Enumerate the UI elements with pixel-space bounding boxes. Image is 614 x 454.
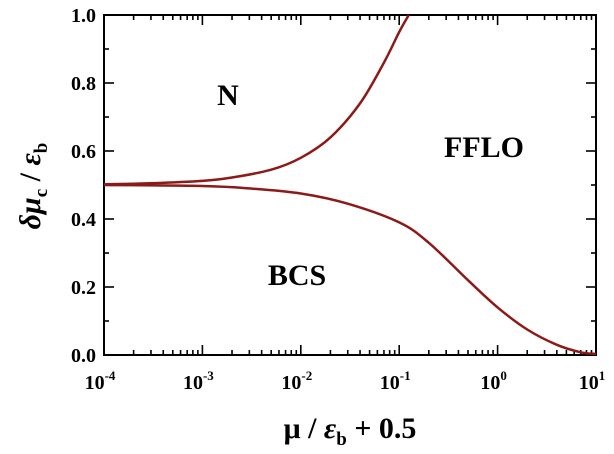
y-tick-label: 1.0 [71, 5, 96, 27]
y-tick-label: 0.0 [71, 345, 96, 367]
lower-boundary-curve [104, 185, 596, 354]
plot-area [104, 15, 596, 355]
x-tick-label: 10-1 [380, 368, 411, 394]
y-tick-label: 0.8 [71, 73, 96, 95]
region-label-bcs: BCS [268, 259, 326, 292]
upper-boundary-curve [104, 15, 409, 184]
x-tick-label: 10-4 [85, 368, 116, 394]
x-tick-label: 10-3 [183, 368, 214, 394]
tick-labels: 10-4 10-3 10-2 10-1 100 101 0.0 0.2 0.4 0.6 0.8 1.0 [71, 5, 605, 394]
y-axis-title: δμc / εb [14, 143, 52, 230]
x-axis-title: μ / εb + 0.5 [284, 412, 417, 450]
x-tick-label: 100 [480, 368, 506, 394]
y-tick-label: 0.4 [71, 209, 96, 231]
y-tick-label: 0.6 [71, 141, 96, 163]
phase-boundary-curves [104, 15, 596, 354]
region-label-fflo: FFLO [444, 131, 524, 164]
x-tick-label: 10-2 [281, 368, 312, 394]
x-tick-label: 101 [579, 368, 606, 394]
region-label-n: N [217, 79, 239, 112]
y-tick-label: 0.2 [71, 277, 96, 299]
